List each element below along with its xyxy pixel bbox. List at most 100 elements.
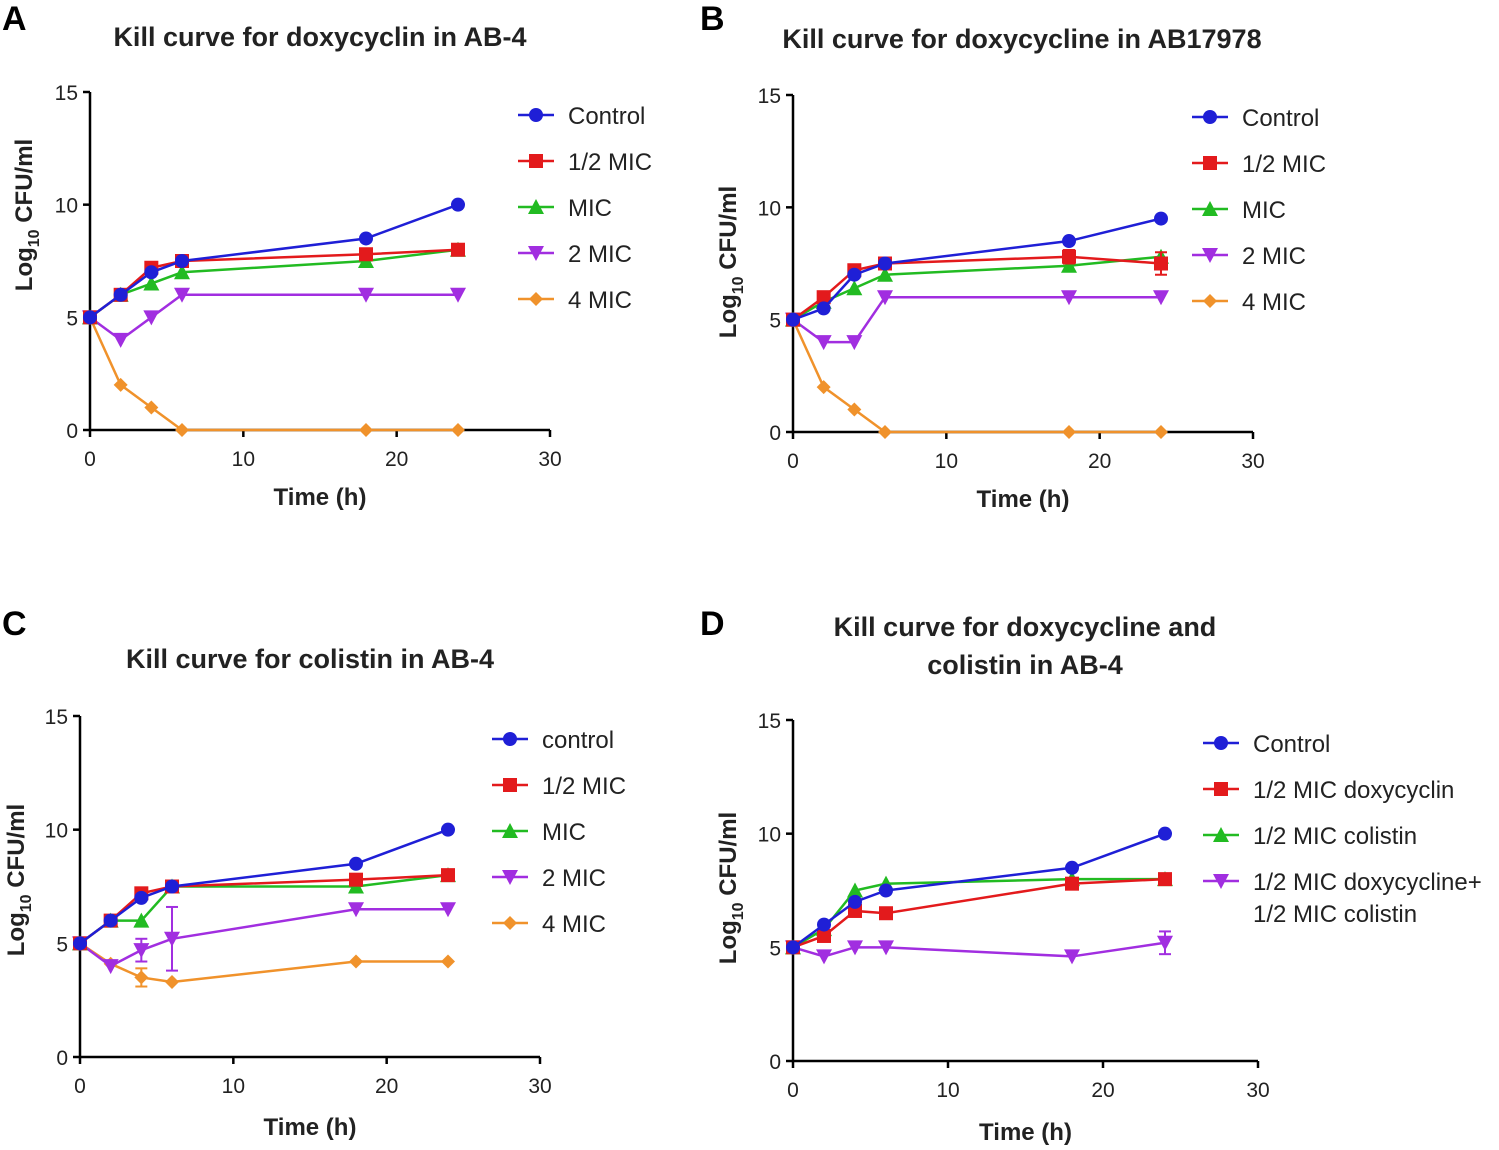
legend-label-line: 4 MIC	[542, 911, 606, 938]
data-point	[165, 974, 179, 989]
data-point	[1062, 249, 1076, 264]
data-point	[816, 949, 832, 965]
legend-label-line: 1/2 MIC colistin	[1253, 823, 1417, 850]
y-axis-title-sub: 10	[730, 276, 747, 294]
data-point	[359, 231, 373, 246]
legend-marker	[529, 154, 543, 168]
series-line	[792, 832, 1166, 949]
data-point	[1158, 826, 1172, 841]
data-point	[815, 335, 832, 351]
legend-marker	[503, 916, 517, 930]
data-point	[879, 906, 893, 921]
x-tick-label: 0	[787, 450, 799, 473]
y-tick-label: 5	[769, 310, 781, 333]
legend-item: 2 MIC	[1192, 243, 1306, 270]
legend-marker	[1213, 827, 1229, 842]
series-control	[786, 211, 1168, 327]
series-4-mic	[83, 310, 465, 437]
series-2-mic	[82, 287, 466, 348]
chart-title-line: colistin in AB-4	[927, 650, 1123, 680]
series-line	[79, 907, 448, 968]
legend-item: 1/2 MIC	[1192, 151, 1326, 178]
chart-title: Kill curve for doxycycline in AB17978	[782, 24, 1261, 54]
y-tick-label: 5	[56, 933, 68, 956]
legend-label-line: MIC	[568, 195, 612, 222]
data-point	[133, 943, 150, 959]
y-tick-label: 15	[55, 82, 78, 105]
legend-marker	[529, 108, 543, 122]
series-line	[89, 293, 458, 342]
data-point	[451, 423, 465, 437]
y-axis-title-sub: 10	[730, 902, 747, 920]
legend-label-line: 1/2 MIC	[1242, 151, 1326, 178]
legend-label-line: 4 MIC	[568, 287, 632, 314]
data-point	[358, 287, 374, 303]
x-tick-label: 30	[1246, 1079, 1269, 1102]
legend-item: 2 MIC	[518, 241, 632, 268]
legend: Control 1/2 MIC MIC 2 MIC 4 MIC	[518, 103, 652, 314]
legend-item: 1/2 MIC	[492, 773, 626, 800]
y-axis-title-sub: 10	[18, 894, 35, 912]
legend: control 1/2 MIC MIC 2 MIC 4 MIC	[492, 727, 626, 938]
legend-marker	[528, 246, 544, 261]
legend-label: control	[542, 727, 614, 754]
legend-marker	[503, 778, 517, 792]
data-point	[1158, 872, 1172, 887]
y-axis-title-unit: CFU/ml	[11, 139, 38, 230]
y-tick-label: 15	[45, 706, 68, 729]
data-point	[1154, 211, 1168, 226]
legend-marker	[502, 823, 518, 838]
legend-label-line: Control	[1242, 105, 1319, 132]
legend-marker	[1203, 294, 1217, 308]
series-control	[73, 822, 455, 951]
data-point	[816, 301, 831, 316]
legend-item: 1/2 MIC	[518, 149, 652, 176]
x-tick-label: 0	[84, 448, 96, 471]
legend-label-line: 1/2 MIC doxycyclin	[1253, 777, 1454, 804]
legend-marker	[529, 292, 543, 306]
legend-label: 2 MIC	[542, 865, 606, 892]
data-point	[174, 264, 190, 280]
data-point	[450, 287, 466, 303]
legend-label-line: control	[542, 727, 614, 754]
legend-label-line: 1/2 MIC	[542, 773, 626, 800]
data-point	[817, 917, 831, 932]
series-1-2-mic-colistin	[785, 871, 1173, 955]
y-axis-title-log: Log	[715, 294, 742, 338]
data-point	[786, 312, 800, 327]
x-tick-label: 20	[375, 1075, 398, 1098]
legend-item: 1/2 MIC colistin	[1203, 823, 1417, 850]
data-point	[165, 879, 179, 894]
chart-title-line: Kill curve for colistin in AB-4	[126, 644, 494, 674]
y-tick-label: 10	[55, 195, 78, 218]
legend-marker	[1203, 110, 1217, 124]
y-axis-title-unit: CFU/ml	[3, 804, 30, 895]
chart-title: Kill curve for doxycyclin in AB-4	[113, 22, 526, 52]
data-point	[349, 856, 363, 871]
legend-marker	[1214, 736, 1228, 750]
data-point	[441, 822, 455, 837]
legend-label: Control	[1253, 731, 1330, 758]
data-point	[879, 883, 893, 898]
data-point	[878, 256, 892, 271]
data-point	[877, 290, 893, 306]
data-point	[103, 913, 118, 928]
data-point	[441, 868, 455, 883]
legend-marker	[1202, 248, 1218, 263]
y-axis-title-unit: CFU/ml	[715, 812, 742, 903]
data-point	[1061, 290, 1077, 306]
panel-letter: B	[700, 0, 725, 38]
data-point	[877, 266, 893, 282]
legend-label: 1/2 MIC doxycyclin	[1253, 777, 1454, 804]
data-point	[440, 902, 456, 918]
y-tick-label: 10	[758, 197, 781, 220]
x-axis-title: Time (h)	[979, 1119, 1072, 1146]
series-control	[83, 197, 465, 325]
legend-label: Control	[568, 103, 645, 130]
data-point	[175, 254, 189, 268]
legend-item: 4 MIC	[1192, 289, 1306, 316]
legend-marker	[1203, 156, 1217, 170]
series-2-mic	[785, 290, 1169, 351]
series-line	[89, 248, 459, 319]
legend-label: 1/2 MIC colistin	[1253, 823, 1417, 850]
